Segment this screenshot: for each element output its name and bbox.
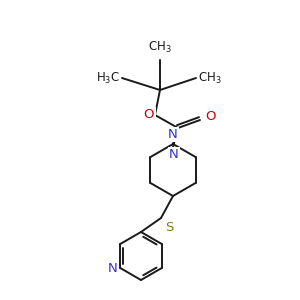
Text: O: O [144,109,154,122]
Text: O: O [205,110,215,124]
Text: N: N [107,262,117,275]
Text: N: N [169,148,179,161]
Text: S: S [165,221,173,234]
Text: N: N [168,128,178,141]
Text: CH$_3$: CH$_3$ [148,40,172,55]
Text: CH$_3$: CH$_3$ [198,70,222,86]
Text: H$_3$C: H$_3$C [96,70,120,86]
